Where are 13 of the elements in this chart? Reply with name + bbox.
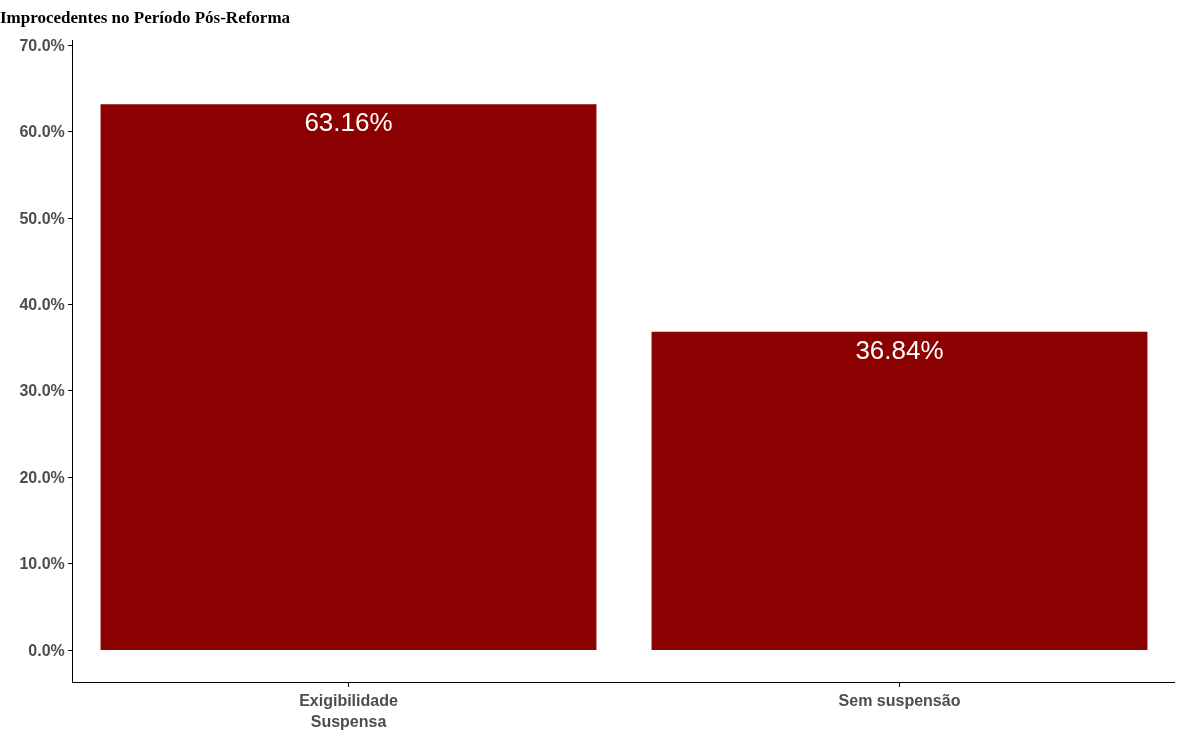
y-tick-label: 40.0% [19,296,65,313]
chart-title: Improcedentes no Período Pós-Reforma [0,7,291,27]
y-tick-label: 20.0% [19,468,65,486]
x-tick-label: Exigibilidade Suspensa [299,692,398,730]
y-tick-label: 60.0% [19,123,65,141]
y-tick-label: 0.0% [28,641,65,659]
data-label: 63.16% [304,107,393,138]
y-tick-label: 10.0% [19,555,65,573]
y-tick-label: 70.0% [19,36,65,54]
y-tick-label: 30.0% [19,382,65,400]
x-tick-label: Sem suspensão [838,692,961,710]
data-label: 36.84% [855,334,944,365]
y-tick-label: 50.0% [19,209,65,227]
